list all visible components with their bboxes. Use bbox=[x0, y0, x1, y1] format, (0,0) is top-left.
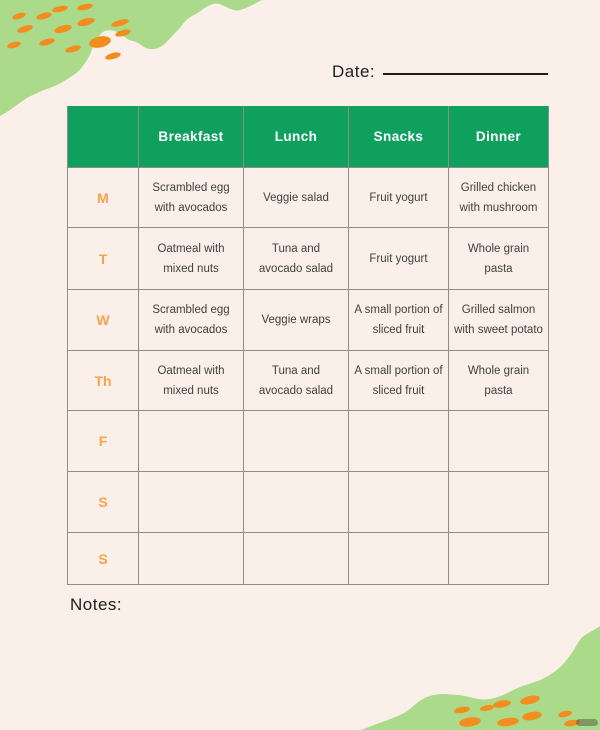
cell-thursday-lunch: Tuna and avocado salad bbox=[244, 351, 349, 411]
cell-tuesday-snacks: Fruit yogurt bbox=[349, 228, 449, 290]
green-blob-bottom-right bbox=[360, 626, 600, 730]
cell-saturday-dinner[interactable] bbox=[449, 472, 549, 533]
day-label-saturday: S bbox=[68, 472, 139, 533]
blob-shape bbox=[360, 626, 600, 730]
day-label-friday: F bbox=[68, 411, 139, 472]
cell-monday-snacks: Fruit yogurt bbox=[349, 168, 449, 228]
cell-friday-dinner[interactable] bbox=[449, 411, 549, 472]
cell-wednesday-snacks: A small portion of sliced fruit bbox=[349, 290, 449, 351]
orange-dash-decoration bbox=[454, 695, 580, 727]
day-label-monday: M bbox=[68, 168, 139, 228]
cell-saturday-lunch[interactable] bbox=[244, 472, 349, 533]
cell-friday-lunch[interactable] bbox=[244, 411, 349, 472]
day-label-sunday: S bbox=[68, 533, 139, 585]
cell-monday-dinner: Grilled chicken with mushroom bbox=[449, 168, 549, 228]
cell-monday-breakfast: Scrambled egg with avocados bbox=[139, 168, 244, 228]
cell-sunday-dinner[interactable] bbox=[449, 533, 549, 585]
meal-planner-table: Breakfast Lunch Snacks Dinner M Scramble… bbox=[67, 106, 549, 585]
cell-sunday-snacks[interactable] bbox=[349, 533, 449, 585]
day-label-wednesday: W bbox=[68, 290, 139, 351]
header-cell-lunch: Lunch bbox=[244, 106, 349, 168]
cell-monday-lunch: Veggie salad bbox=[244, 168, 349, 228]
cell-wednesday-lunch: Veggie wraps bbox=[244, 290, 349, 351]
notes-label: Notes: bbox=[70, 595, 123, 614]
watermark-badge bbox=[576, 719, 598, 726]
cell-tuesday-breakfast: Oatmeal with mixed nuts bbox=[139, 228, 244, 290]
cell-wednesday-breakfast: Scrambled egg with avocados bbox=[139, 290, 244, 351]
header-cell-dinner: Dinner bbox=[449, 106, 549, 168]
cell-friday-breakfast[interactable] bbox=[139, 411, 244, 472]
date-label: Date: bbox=[332, 62, 376, 81]
day-label-thursday: Th bbox=[68, 351, 139, 411]
cell-thursday-dinner: Whole grain pasta bbox=[449, 351, 549, 411]
cell-wednesday-dinner: Grilled salmon with sweet potato bbox=[449, 290, 549, 351]
orange-dash-decoration bbox=[7, 3, 131, 60]
cell-saturday-breakfast[interactable] bbox=[139, 472, 244, 533]
cell-thursday-breakfast: Oatmeal with mixed nuts bbox=[139, 351, 244, 411]
header-cell-snacks: Snacks bbox=[349, 106, 449, 168]
cell-thursday-snacks: A small portion of sliced fruit bbox=[349, 351, 449, 411]
cell-friday-snacks[interactable] bbox=[349, 411, 449, 472]
green-blob-top-left bbox=[0, 0, 262, 116]
header-cell-breakfast: Breakfast bbox=[139, 106, 244, 168]
date-input-line[interactable] bbox=[383, 73, 548, 75]
day-label-tuesday: T bbox=[68, 228, 139, 290]
cell-tuesday-dinner: Whole grain pasta bbox=[449, 228, 549, 290]
cell-tuesday-lunch: Tuna and avocado salad bbox=[244, 228, 349, 290]
cell-sunday-lunch[interactable] bbox=[244, 533, 349, 585]
header-cell-day bbox=[68, 106, 139, 168]
cell-sunday-breakfast[interactable] bbox=[139, 533, 244, 585]
cell-saturday-snacks[interactable] bbox=[349, 472, 449, 533]
